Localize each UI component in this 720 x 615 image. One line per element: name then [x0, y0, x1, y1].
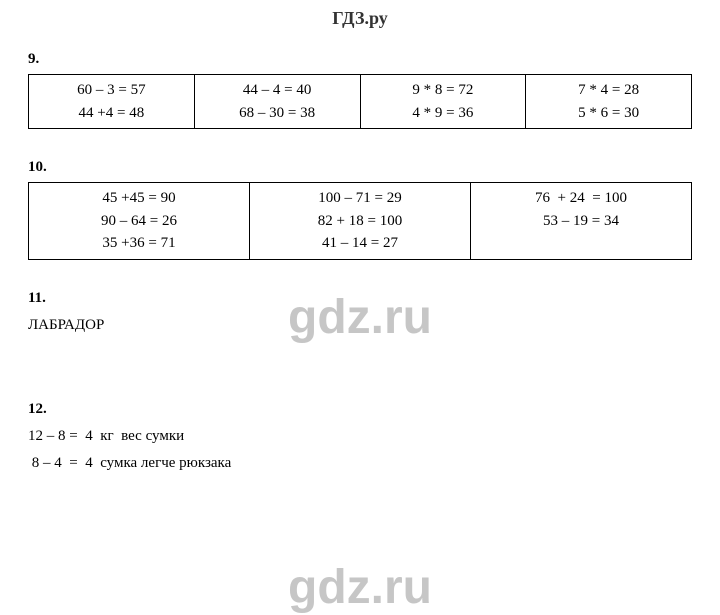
equation: 90 – 64 = 26	[29, 210, 249, 233]
equation: 45 +45 = 90	[29, 187, 249, 210]
equation: 35 +36 = 71	[29, 232, 249, 255]
equation: 100 – 71 = 29	[250, 187, 470, 210]
equation: 82 + 18 = 100	[250, 210, 470, 233]
table-cell: 9 * 8 = 72 4 * 9 = 36	[360, 75, 526, 129]
section-12-body: 12 – 8 = 4 кг вес сумки 8 – 4 = 4 сумка …	[28, 428, 692, 472]
table-section-10: 45 +45 = 90 90 – 64 = 26 35 +36 = 71 100…	[28, 182, 692, 260]
section-9-number: 9.	[28, 51, 692, 68]
page-content: 9. 60 – 3 = 57 44 +4 = 48 44 – 4 = 40 68…	[0, 51, 720, 472]
equation: 76 + 24 = 100	[471, 187, 691, 210]
equation: 68 – 30 = 38	[195, 102, 360, 125]
equation-line: 8 – 4 = 4 сумка легче рюкзака	[28, 455, 692, 472]
section-10-number: 10.	[28, 159, 692, 176]
section-12-number: 12.	[28, 401, 692, 418]
table-cell: 100 – 71 = 29 82 + 18 = 100 41 – 14 = 27	[250, 183, 471, 260]
equation: 60 – 3 = 57	[29, 79, 194, 102]
table-row: 45 +45 = 90 90 – 64 = 26 35 +36 = 71 100…	[29, 183, 692, 260]
table-section-9: 60 – 3 = 57 44 +4 = 48 44 – 4 = 40 68 – …	[28, 74, 692, 129]
equation: 9 * 8 = 72	[361, 79, 526, 102]
table-cell: 7 * 4 = 28 5 * 6 = 30	[526, 75, 692, 129]
equation-line: 12 – 8 = 4 кг вес сумки	[28, 428, 692, 445]
table-cell: 44 – 4 = 40 68 – 30 = 38	[194, 75, 360, 129]
table-cell: 76 + 24 = 100 53 – 19 = 34	[471, 183, 692, 260]
equation: 41 – 14 = 27	[250, 232, 470, 255]
equation: 4 * 9 = 36	[361, 102, 526, 125]
equation: 5 * 6 = 30	[526, 102, 691, 125]
equation: 44 +4 = 48	[29, 102, 194, 125]
equation: 44 – 4 = 40	[195, 79, 360, 102]
site-logo: ГДЗ.ру	[0, 0, 720, 39]
table-row: 60 – 3 = 57 44 +4 = 48 44 – 4 = 40 68 – …	[29, 75, 692, 129]
watermark: gdz.ru	[288, 560, 432, 615]
section-11-number: 11.	[28, 290, 692, 307]
table-cell: 45 +45 = 90 90 – 64 = 26 35 +36 = 71	[29, 183, 250, 260]
equation: 53 – 19 = 34	[471, 210, 691, 233]
equation: 7 * 4 = 28	[526, 79, 691, 102]
section-11-answer: ЛАБРАДОР	[28, 317, 692, 334]
table-cell: 60 – 3 = 57 44 +4 = 48	[29, 75, 195, 129]
